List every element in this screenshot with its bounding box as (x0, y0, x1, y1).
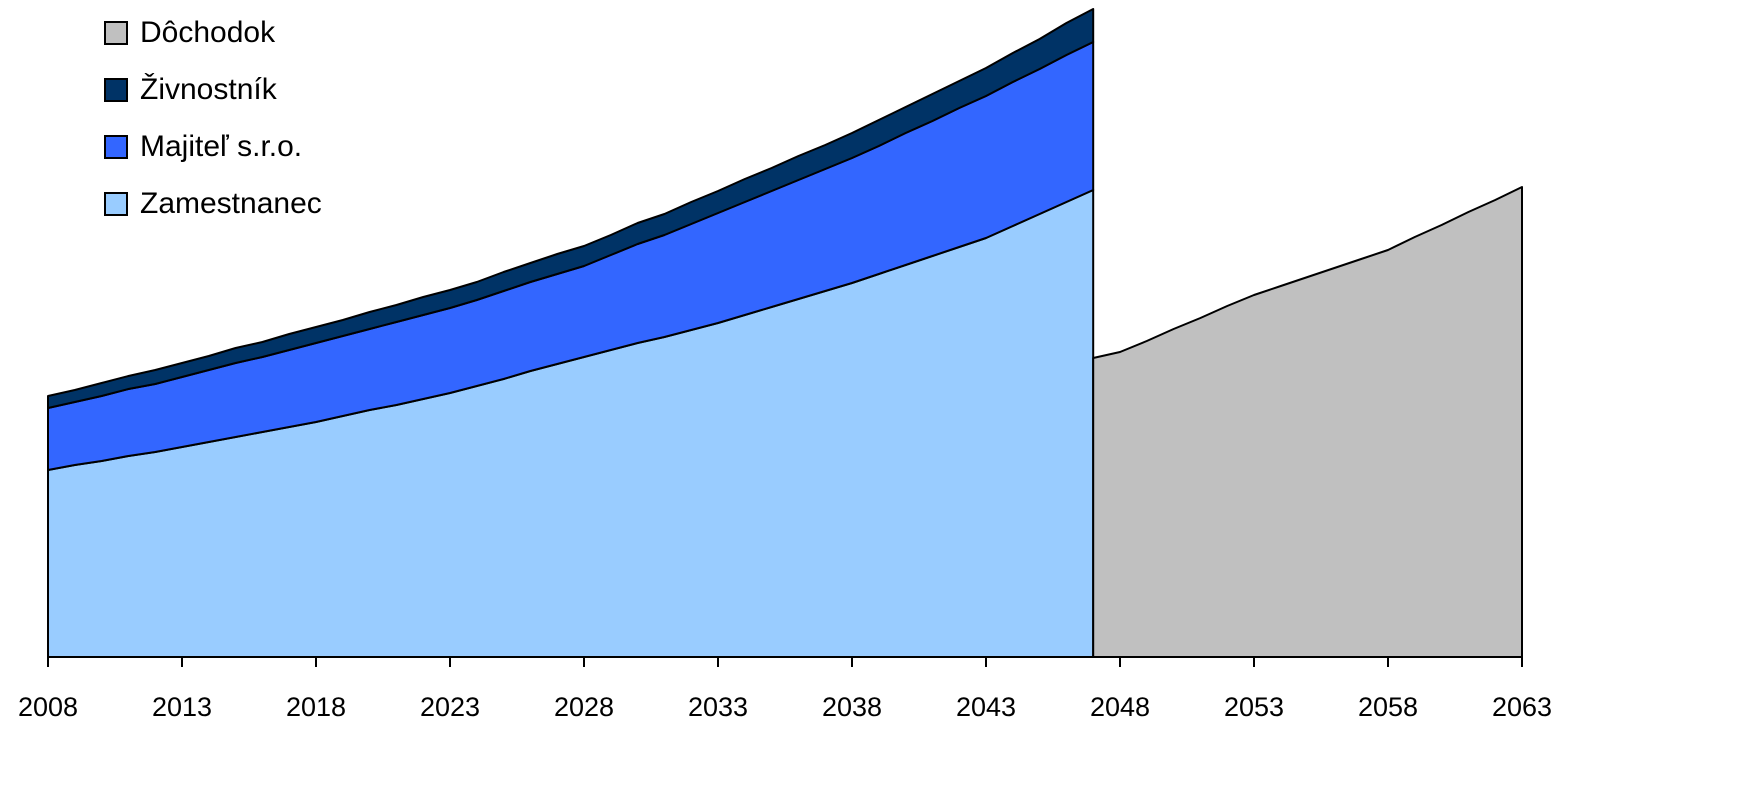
x-tick-label: 2023 (420, 692, 480, 722)
x-tick-label: 2018 (286, 692, 346, 722)
legend-label: Majiteľ s.r.o. (140, 130, 302, 163)
x-tick-label: 2028 (554, 692, 614, 722)
legend-label: Zamestnanec (140, 187, 322, 220)
legend-label: Živnostník (140, 73, 278, 106)
legend-swatch (104, 192, 128, 216)
legend-swatch (104, 135, 128, 159)
legend-label: Dôchodok (140, 16, 276, 49)
x-tick-label: 2038 (822, 692, 882, 722)
x-tick-label: 2053 (1224, 692, 1284, 722)
x-tick-label: 2043 (956, 692, 1016, 722)
x-tick-label: 2063 (1492, 692, 1552, 722)
legend-swatch (104, 21, 128, 45)
x-tick-label: 2058 (1358, 692, 1418, 722)
area (47, 8, 1095, 409)
legend-swatch (104, 78, 128, 102)
x-tick-label: 2033 (688, 692, 748, 722)
x-tick-label: 2048 (1090, 692, 1150, 722)
x-tick-label: 2008 (18, 692, 78, 722)
x-tick-label: 2013 (152, 692, 212, 722)
area (1092, 186, 1523, 658)
